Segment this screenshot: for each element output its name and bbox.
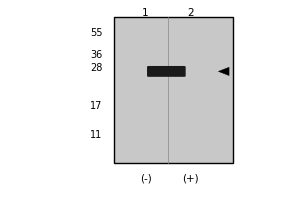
Bar (114, 17, 233, 163)
Text: 1: 1 (142, 8, 149, 18)
Text: 11: 11 (90, 131, 102, 141)
Text: 28: 28 (90, 63, 102, 73)
Text: 2: 2 (187, 8, 194, 18)
FancyBboxPatch shape (147, 66, 186, 77)
Text: 17: 17 (90, 101, 102, 111)
Text: 36: 36 (90, 50, 102, 60)
Text: (+): (+) (182, 174, 198, 184)
Polygon shape (218, 67, 229, 76)
Text: (-): (-) (140, 174, 152, 184)
Text: 55: 55 (90, 28, 102, 38)
